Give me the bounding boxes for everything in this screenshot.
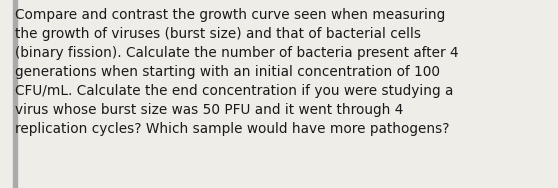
Bar (13, 0, 17, 188)
Text: Compare and contrast the growth curve seen when measuring
the growth of viruses : Compare and contrast the growth curve se… (15, 8, 459, 136)
